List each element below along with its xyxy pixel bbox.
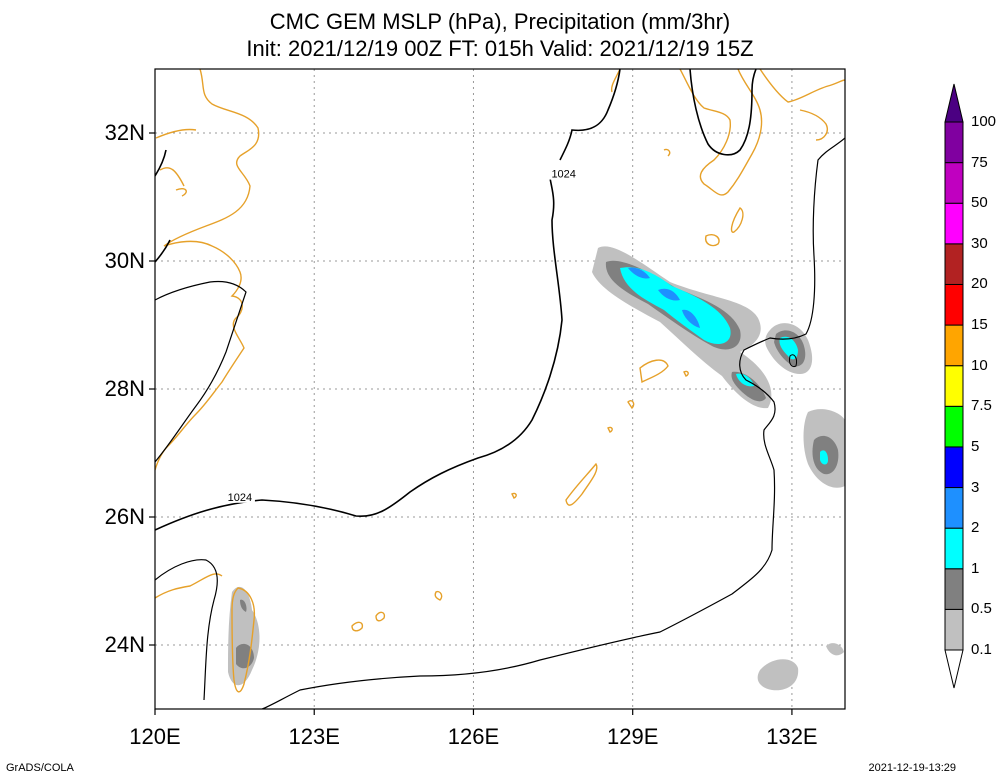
colorbar-level-label: 30 [971,234,988,252]
isobar-label-bg [548,166,579,180]
colorbar-level-label: 10 [971,356,988,374]
precip-area-light-7 [826,643,844,656]
isobar-1020-coast [155,280,247,463]
colorbar-swatch [944,568,964,610]
colorbar-swatch [944,121,964,164]
colorbar-swatch [944,83,964,123]
colorbar-level-label: 0.1 [971,641,992,658]
isobar-label: 1024 [551,169,575,181]
colorbar-swatch [944,649,964,689]
colorbar-swatch [944,446,964,489]
lat-tick-label: 26N [104,504,145,529]
precip-area-heavy [620,267,731,344]
footer-timestamp: 2021-12-19-13:29 [868,762,956,774]
colorbar-swatch [944,243,964,285]
isobar-labels: 1024 1024 [224,166,579,504]
precip-area-light-6 [757,659,799,691]
lon-tick-label: 120E [129,724,181,749]
coastline-kyushu [679,69,763,196]
coastline-south-korea [610,69,671,157]
lon-tick-label: 132E [766,724,818,749]
coastline-china [155,69,260,471]
isobar-1020-east [261,137,845,709]
colorbar-level-label: 0.5 [971,600,992,618]
isobars [155,69,845,709]
coastline-fujian [155,573,223,599]
isobar-small-loop [789,354,797,367]
colorbar-level-label: 20 [971,275,988,293]
axis-ticks [149,132,793,715]
isobar-label-bg [224,489,255,503]
colorbar-swatch [944,283,964,326]
colorbar-level-label: 1 [971,559,980,577]
colorbar-level-label: 5 [971,437,980,455]
island-yakushima [704,234,720,247]
colorbar-swatch [944,324,964,367]
isobar-1024-north-upper [689,69,757,156]
chart-title: CMC GEM MSLP (hPa), Precipitation (mm/3h… [269,9,731,34]
precip-area-core [628,267,700,328]
coastline-shikoku [799,109,828,141]
lat-tick-label: 30N [104,248,145,273]
colorbar-level-label: 2 [971,519,980,537]
colorbar-swatch [944,608,964,651]
precip-area-heavy-2 [736,373,754,387]
lon-tick-label: 129E [606,724,659,749]
colorbar-swatch [944,487,964,529]
lat-tick-label: 32N [104,120,145,145]
precipitation-shading [228,246,845,691]
footer-credit: GrADS/COLA [6,762,74,774]
island-miyako [351,611,386,632]
island-okinawa [565,462,598,506]
isobar-1020-sw [155,559,218,701]
chart-subtitle: Init: 2021/12/19 00Z FT: 015h Valid: 202… [246,36,754,61]
isobar-1024-west [155,149,171,263]
isobar-1024-north [155,69,621,531]
coastline-taiwan [231,587,256,693]
precip-area-heavy-4 [820,450,828,465]
colorbar [944,83,964,689]
colorbar-swatch [944,405,964,448]
coastline-shandong [155,128,197,197]
colorbar-swatch [944,365,964,407]
coastlines [155,69,845,693]
colorbar-level-label: 7.5 [971,397,992,415]
precip-area-medium-5 [236,599,254,669]
isobar-label: 1024 [228,492,252,504]
precip-area-heavy-3 [779,336,798,360]
coastline-honshu [759,69,845,103]
colorbar-level-label: 3 [971,478,980,496]
lon-tick-label: 123E [288,724,340,749]
island-small [434,370,689,601]
lat-tick-label: 24N [104,632,145,657]
colorbar-level-label: 100 [971,113,997,130]
colorbar-level-label: 75 [971,153,988,171]
lon-tick-label: 126E [447,724,500,749]
colorbar-level-label: 50 [971,194,988,212]
colorbar-level-label: 15 [971,316,988,334]
colorbar-swatch [944,527,964,570]
island-tanegashima [730,207,744,233]
island-amami [639,359,669,384]
lat-tick-label: 28N [104,376,145,401]
colorbar-swatch [944,162,964,204]
colorbar-swatch [944,202,964,245]
